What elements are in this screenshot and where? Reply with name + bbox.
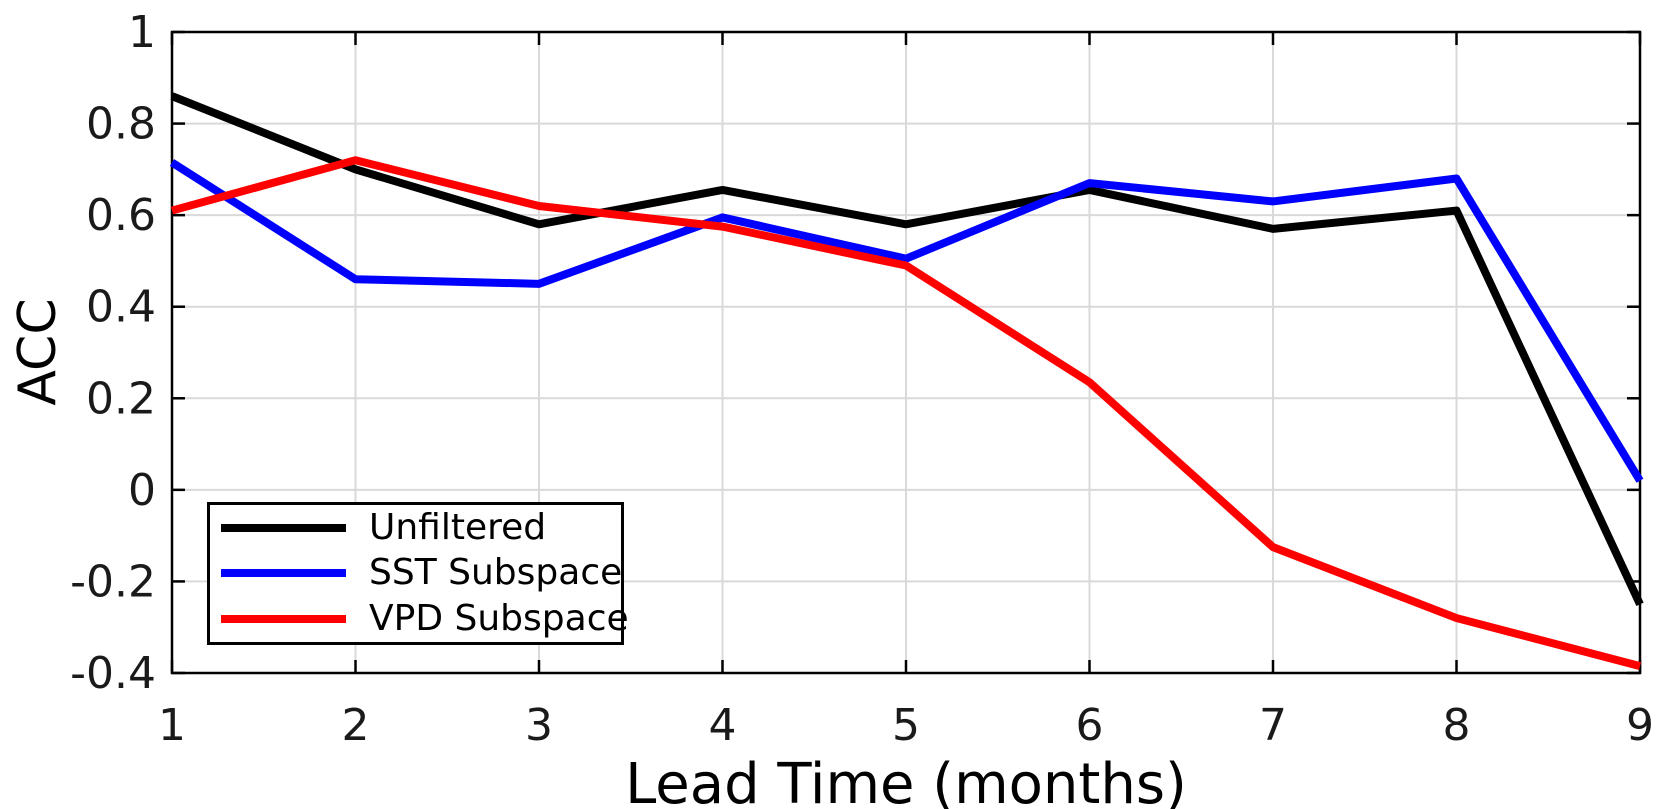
series-line-vpd-subspace — [170, 156, 1642, 671]
legend: Unfiltered SST Subspace VPD Subspace — [207, 502, 629, 645]
x-tick-label: 7 — [1259, 700, 1287, 751]
y-tick-label: 0.6 — [86, 190, 156, 241]
legend-item-sst-subspace: SST Subspace — [210, 551, 623, 596]
y-tick-label: 0.4 — [86, 282, 156, 333]
legend-label-vpd-subspace: VPD Subspace — [369, 598, 629, 640]
y-tick-label: 0 — [128, 465, 156, 516]
legend-line-vpd-subspace — [221, 615, 346, 624]
y-tick-label: 0.8 — [86, 99, 156, 150]
series-line-unfiltered — [170, 92, 1644, 607]
legend-line-sst-subspace — [221, 569, 346, 578]
legend-label-sst-subspace: SST Subspace — [369, 552, 623, 594]
y-tick-label: -0.4 — [70, 648, 156, 699]
x-axis-label: Lead Time (months) — [625, 752, 1187, 809]
legend-item-unfiltered: Unfiltered — [210, 505, 621, 550]
y-tick-label: 0.2 — [86, 373, 156, 424]
axes-box — [170, 30, 1642, 675]
x-tick-label: 1 — [158, 700, 186, 751]
y-tick-label: 1 — [128, 7, 156, 58]
y-tick-label: -0.2 — [70, 556, 156, 607]
x-tick-label: 2 — [342, 700, 370, 751]
x-tick-label: 4 — [709, 700, 737, 751]
legend-label-unfiltered: Unfiltered — [369, 506, 547, 548]
x-tick-label: 8 — [1443, 700, 1471, 751]
x-tick-label: 6 — [1076, 700, 1104, 751]
x-tick-label: 3 — [525, 700, 553, 751]
legend-item-vpd-subspace: VPD Subspace — [210, 597, 629, 642]
legend-line-unfiltered — [221, 523, 346, 532]
x-tick-label: 5 — [892, 700, 920, 751]
y-axis-label: ACC — [8, 298, 68, 406]
x-tick-label: 9 — [1626, 700, 1654, 751]
series-line-sst-subspace — [169, 159, 1644, 483]
